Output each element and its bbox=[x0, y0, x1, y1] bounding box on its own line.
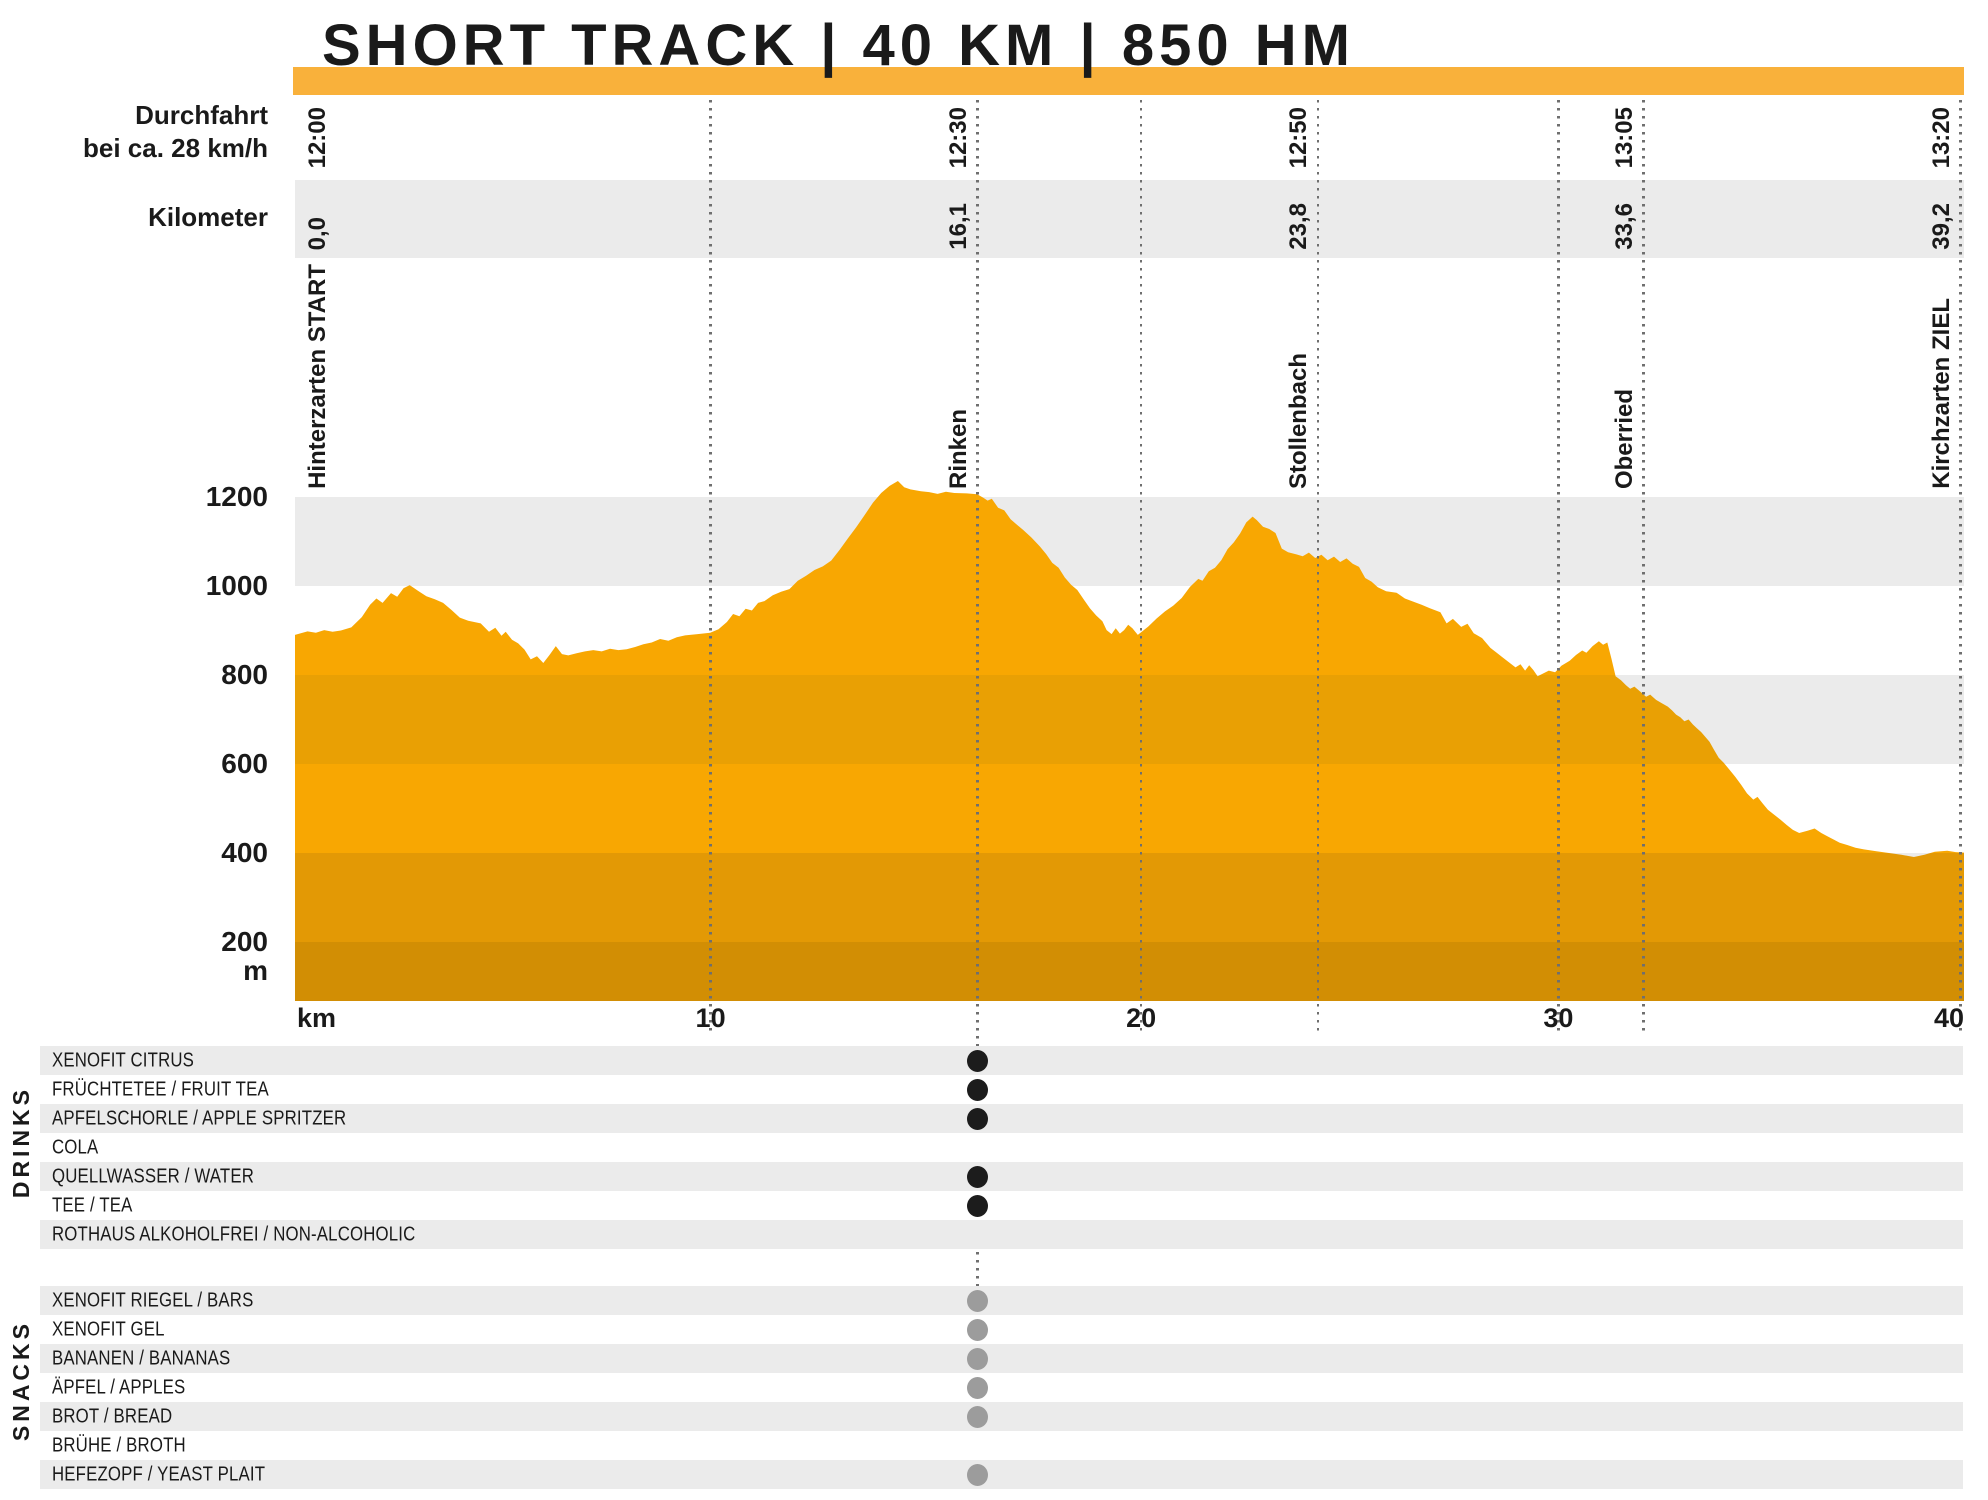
snacks-item-label: HEFEZOPF / YEAST PLAIT bbox=[52, 1463, 266, 1485]
x-tick-20: 20 bbox=[1126, 1003, 1157, 1033]
checkpoint-km-label: 33,6 bbox=[1610, 203, 1638, 250]
snacks-section-label: SNACKS bbox=[8, 1319, 34, 1441]
snacks-available-dot bbox=[967, 1405, 989, 1428]
checkpoint-line-stollenbach bbox=[1316, 100, 1320, 1032]
drinks-row: QUELLWASSER / WATER bbox=[40, 1162, 1963, 1191]
elevation-band bbox=[295, 497, 1964, 586]
snacks-row: BRÜHE / BROTH bbox=[40, 1431, 1963, 1460]
snacks-item-label: XENOFIT RIEGEL / BARS bbox=[52, 1289, 254, 1311]
checkpoint-time-label: 12:30 bbox=[944, 106, 972, 168]
checkpoint-km-label: 0,0 bbox=[304, 216, 331, 250]
snacks-available-dot bbox=[967, 1289, 989, 1312]
checkpoint-km-label: 23,8 bbox=[1285, 203, 1313, 250]
checkpoint-line-kirchzarten-ziel bbox=[1959, 100, 1962, 1032]
drinks-item-label: TEE / TEA bbox=[52, 1194, 133, 1216]
checkpoint-km-label: 16,1 bbox=[944, 203, 972, 250]
snacks-row: XENOFIT GEL bbox=[40, 1315, 1963, 1344]
drinks-row: APFELSCHORLE / APPLE SPRITZER bbox=[40, 1104, 1963, 1133]
pass-speed-line1: Durchfahrt bbox=[135, 100, 268, 130]
y-axis-unit-label: m bbox=[243, 955, 268, 986]
checkpoint-time-label: 12:00 bbox=[304, 106, 331, 168]
snacks-item-label: XENOFIT GEL bbox=[52, 1318, 165, 1340]
y-tick-800: 800 bbox=[221, 659, 268, 690]
checkpoint-time-label: 13:05 bbox=[1610, 106, 1638, 168]
snacks-available-dot bbox=[967, 1376, 989, 1399]
gridline-km-20 bbox=[1139, 100, 1143, 1032]
drinks-section-label: DRINKS bbox=[8, 1085, 34, 1198]
drinks-available-dot bbox=[967, 1194, 989, 1217]
drinks-row: FRÜCHTETEE / FRUIT TEA bbox=[40, 1075, 1963, 1104]
snacks-row: BROT / BREAD bbox=[40, 1402, 1963, 1431]
pass-speed-line2: bei ca. 28 km/h bbox=[83, 133, 268, 163]
y-tick-1200: 1200 bbox=[205, 481, 268, 512]
pass-speed-label: Durchfahrt bei ca. 28 km/h bbox=[83, 99, 268, 165]
checkpoint-time-label: 12:50 bbox=[1285, 106, 1313, 168]
snacks-available-dot bbox=[967, 1347, 989, 1370]
elevation-area-stripe bbox=[295, 764, 1964, 853]
x-tick-10: 10 bbox=[695, 1003, 726, 1033]
drinks-row: ROTHAUS ALKOHOLFREI / NON-ALCOHOLIC bbox=[40, 1220, 1963, 1249]
x-tick-30: 30 bbox=[1543, 1003, 1574, 1033]
elevation-area-stripe bbox=[295, 942, 1964, 1001]
snacks-item-label: ÄPFEL / APPLES bbox=[52, 1376, 186, 1398]
drinks-available-dot bbox=[967, 1107, 989, 1130]
x-tick-40: 40 bbox=[1933, 1003, 1964, 1033]
elevation-area-stripe bbox=[295, 853, 1964, 942]
checkpoint-time-label: 13:20 bbox=[1927, 106, 1955, 168]
snacks-row: HEFEZOPF / YEAST PLAIT bbox=[40, 1460, 1963, 1489]
kilometer-row-label: Kilometer bbox=[148, 202, 268, 232]
drinks-available-dot bbox=[967, 1165, 989, 1188]
drinks-item-label: COLA bbox=[52, 1136, 99, 1158]
snacks-row: BANANEN / BANANAS bbox=[40, 1344, 1963, 1373]
checkpoint-name-label: Oberried bbox=[1610, 388, 1638, 489]
gridline-km-30 bbox=[1557, 100, 1560, 1032]
drinks-row: XENOFIT CITRUS bbox=[40, 1046, 1963, 1075]
y-tick-600: 600 bbox=[221, 748, 268, 779]
gridline-km-10 bbox=[709, 100, 712, 1032]
drinks-item-label: FRÜCHTETEE / FRUIT TEA bbox=[52, 1078, 269, 1100]
checkpoint-km-label: 39,2 bbox=[1927, 203, 1955, 250]
checkpoint-name-label: Hinterzarten START bbox=[304, 264, 331, 489]
page-title: SHORT TRACK | 40 KM | 850 HM bbox=[322, 13, 1355, 78]
kilometer-row-band bbox=[295, 180, 1964, 258]
checkpoint-name-label: Stollenbach bbox=[1285, 352, 1313, 489]
drinks-available-dot bbox=[967, 1078, 989, 1101]
snacks-row: ÄPFEL / APPLES bbox=[40, 1373, 1963, 1402]
drinks-item-label: QUELLWASSER / WATER bbox=[52, 1165, 255, 1187]
title-accent-bar bbox=[293, 67, 1964, 95]
x-axis-unit-label: km bbox=[297, 1003, 337, 1033]
snacks-available-dot bbox=[967, 1318, 989, 1341]
snacks-item-label: BANANEN / BANANAS bbox=[52, 1347, 231, 1369]
drinks-available-dot bbox=[967, 1049, 989, 1072]
drinks-item-label: APFELSCHORLE / APPLE SPRITZER bbox=[52, 1107, 347, 1129]
checkpoint-line-rinken bbox=[976, 100, 979, 1491]
snacks-item-label: BROT / BREAD bbox=[52, 1405, 173, 1427]
drinks-row: TEE / TEA bbox=[40, 1191, 1963, 1220]
drinks-row: COLA bbox=[40, 1133, 1963, 1162]
checkpoint-name-label: Kirchzarten ZIEL bbox=[1927, 298, 1955, 489]
y-tick-400: 400 bbox=[221, 837, 268, 868]
drinks-item-label: ROTHAUS ALKOHOLFREI / NON-ALCOHOLIC bbox=[52, 1223, 416, 1245]
y-tick-1000: 1000 bbox=[205, 570, 268, 601]
snacks-available-dot bbox=[967, 1463, 989, 1486]
drinks-item-label: XENOFIT CITRUS bbox=[52, 1049, 195, 1071]
checkpoint-name-label: Rinken bbox=[944, 408, 972, 489]
snacks-row: XENOFIT RIEGEL / BARS bbox=[40, 1286, 1963, 1315]
y-tick-200: 200 bbox=[221, 926, 268, 957]
checkpoint-line-oberried bbox=[1642, 100, 1645, 1032]
elevation-profile-svg bbox=[295, 481, 1964, 1001]
snacks-item-label: BRÜHE / BROTH bbox=[52, 1434, 186, 1456]
